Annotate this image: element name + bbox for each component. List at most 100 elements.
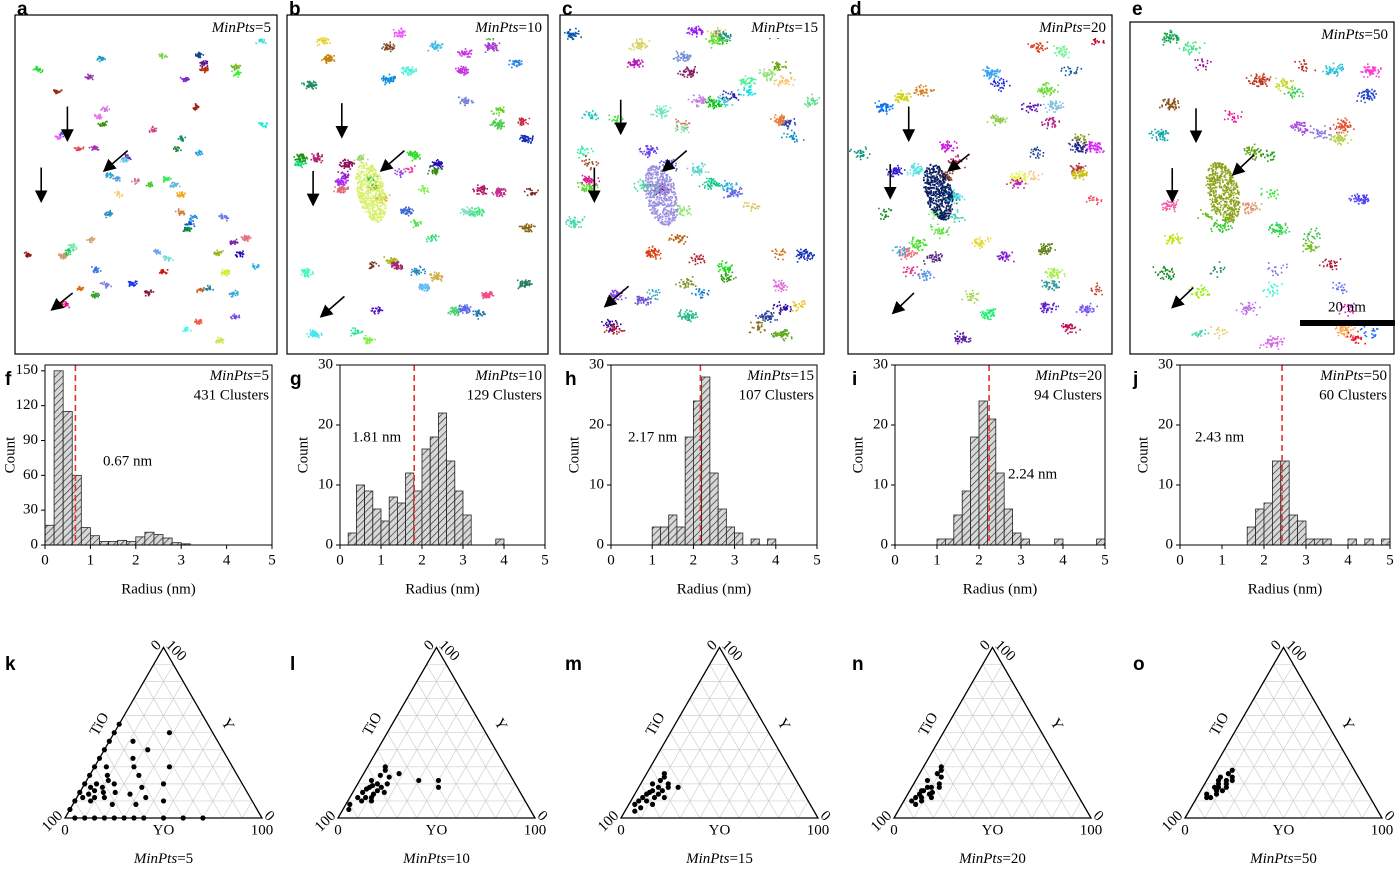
ternary-point bbox=[82, 781, 88, 787]
parameter-label: MinPts=15 bbox=[750, 20, 818, 36]
y-axis-label: Y bbox=[774, 716, 793, 734]
parameter-label: MinPts=50 bbox=[1320, 27, 1388, 43]
histogram-bar bbox=[413, 490, 423, 546]
arrow bbox=[661, 149, 688, 172]
y-tick-label: 10 bbox=[1158, 476, 1173, 492]
ternary-point bbox=[104, 772, 110, 778]
arrow bbox=[319, 295, 345, 318]
ternary-grid bbox=[719, 732, 770, 819]
histogram-bar bbox=[126, 541, 137, 546]
x-tick-label: 0 bbox=[1176, 552, 1184, 568]
parameter-value: =5 bbox=[177, 851, 193, 867]
histogram-bar bbox=[62, 411, 73, 546]
ternary-point bbox=[1225, 771, 1231, 777]
atom-cluster bbox=[229, 238, 239, 246]
atom-cluster bbox=[1311, 125, 1332, 139]
atom-cluster bbox=[86, 236, 96, 244]
histogram-bar bbox=[90, 535, 100, 546]
atom-cluster bbox=[1223, 110, 1243, 123]
ternary-grid bbox=[1302, 749, 1343, 819]
ternary-point bbox=[928, 794, 935, 801]
atom-cluster bbox=[1334, 323, 1356, 338]
ternary-point bbox=[369, 782, 376, 789]
histogram-bar bbox=[1364, 538, 1374, 546]
cluster-count: 431 Clusters bbox=[194, 387, 270, 403]
atom-cluster bbox=[576, 145, 594, 159]
atom-cluster bbox=[1283, 86, 1304, 99]
parameter-label: MinPts=10 bbox=[402, 851, 470, 867]
label-backdrop bbox=[736, 18, 820, 38]
ternary-point bbox=[661, 794, 667, 801]
atom-cluster bbox=[1318, 258, 1342, 271]
histogram-bar bbox=[71, 474, 82, 546]
atom-cluster bbox=[894, 89, 912, 103]
atom-cluster bbox=[1360, 63, 1382, 78]
atom-cluster bbox=[649, 182, 672, 197]
parameter-value: =10 bbox=[519, 20, 542, 36]
x-axis-label: Radius (nm) bbox=[1248, 581, 1323, 597]
atom-cluster bbox=[321, 54, 336, 64]
ternary-grid bbox=[778, 783, 799, 819]
atom-cluster bbox=[720, 271, 737, 283]
atom-cluster bbox=[383, 256, 399, 266]
atom-cluster bbox=[1294, 59, 1317, 72]
atom-cluster bbox=[1178, 41, 1206, 56]
atom-cluster bbox=[251, 263, 260, 270]
atom-cluster bbox=[1037, 82, 1059, 98]
ternary-point bbox=[649, 788, 656, 794]
ternary-grid bbox=[123, 698, 194, 819]
ternary-point bbox=[416, 777, 422, 784]
atom-cluster bbox=[91, 266, 102, 274]
ternary-grid bbox=[455, 749, 496, 819]
atom-cluster bbox=[391, 261, 404, 270]
atom-cluster bbox=[1043, 100, 1065, 113]
atom-cluster bbox=[773, 75, 796, 87]
atom-cluster bbox=[986, 114, 1008, 127]
atom-cluster bbox=[417, 185, 430, 195]
ternary-point bbox=[131, 815, 137, 821]
y-axis-label: Y bbox=[218, 716, 237, 734]
histogram-bar bbox=[53, 370, 64, 546]
atom-cluster bbox=[912, 269, 935, 282]
histogram-bar bbox=[1054, 538, 1064, 546]
atom-cluster bbox=[1329, 131, 1353, 146]
atom-cluster bbox=[481, 291, 495, 300]
atom-cluster bbox=[1348, 193, 1370, 205]
atom-cluster bbox=[581, 174, 601, 187]
histogram-bar bbox=[1096, 538, 1106, 546]
label-backdrop bbox=[1306, 25, 1390, 45]
atom-cluster bbox=[1329, 117, 1355, 134]
ternary-point bbox=[112, 789, 118, 796]
atom-cluster bbox=[650, 105, 672, 119]
ternary-point bbox=[928, 784, 935, 790]
atom-cluster bbox=[886, 164, 906, 178]
histogram-bar bbox=[44, 524, 55, 546]
atom-cluster bbox=[429, 159, 444, 170]
tio-tick-label: 0 bbox=[1268, 637, 1285, 654]
parameter-value: =20 bbox=[1002, 851, 1025, 867]
parameter-name: MinPts bbox=[1034, 368, 1078, 384]
parameter-name: MinPts bbox=[685, 851, 729, 867]
atom-cluster bbox=[1009, 170, 1029, 185]
y-tick-label: 0 bbox=[1166, 536, 1174, 552]
atom-cluster bbox=[228, 289, 239, 298]
atom-cluster bbox=[182, 326, 192, 333]
parameter-label: MinPts=15 bbox=[685, 851, 753, 867]
panel-frame bbox=[1129, 21, 1395, 355]
ternary-grid bbox=[202, 766, 233, 819]
atom-cluster bbox=[1091, 35, 1105, 46]
panel-letter: j bbox=[1132, 369, 1138, 390]
ternary-grid bbox=[679, 698, 750, 819]
mean-label: 1.81 nm bbox=[352, 429, 402, 445]
parameter-value: =10 bbox=[446, 851, 469, 867]
histogram-bar bbox=[668, 514, 678, 546]
ternary-point bbox=[924, 777, 931, 784]
panel-letter: c bbox=[562, 0, 573, 20]
parameter-name: MinPts bbox=[1038, 20, 1082, 36]
ternary-point bbox=[938, 764, 944, 770]
atom-cluster bbox=[1084, 140, 1105, 154]
atom-cluster bbox=[58, 252, 67, 260]
histogram-bar bbox=[446, 460, 456, 546]
atom-cluster bbox=[523, 187, 539, 197]
